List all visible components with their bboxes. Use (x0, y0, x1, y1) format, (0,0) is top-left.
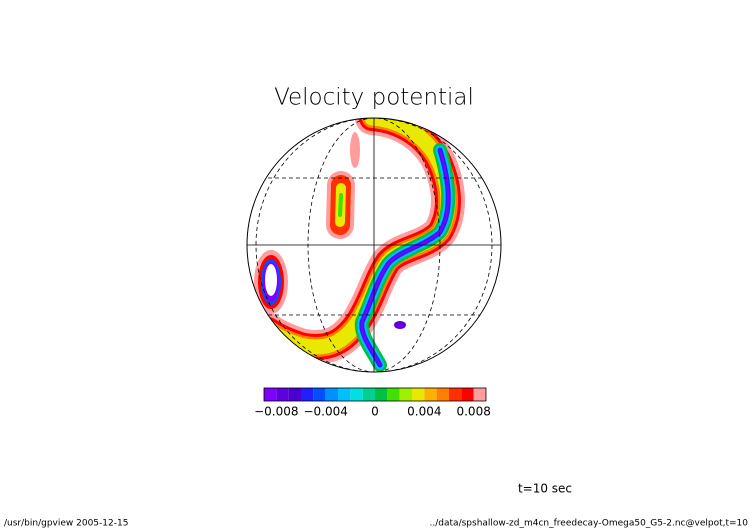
colorbar-cell (387, 388, 400, 401)
contour-band (360, 149, 450, 366)
colorbar-tick-label: −0.004 (303, 405, 347, 419)
colorbar-cell (412, 388, 425, 401)
colorbar-cell (350, 388, 363, 401)
footer-right: ../data/spshallow-zd_m4cn_freedecay-Omeg… (430, 519, 749, 529)
footer-left: /usr/bin/gpview 2005-12-15 (4, 519, 128, 529)
colorbar-cell (313, 388, 326, 401)
chart-title: Velocity potential (274, 85, 474, 111)
colorbar-cell (276, 388, 289, 401)
colorbar-cell (473, 388, 486, 401)
contour-band (265, 264, 277, 296)
colorbar-cell (362, 388, 375, 401)
colorbar-cell (288, 388, 301, 401)
colorbar-cell (375, 388, 388, 401)
colorbar-frame (263, 387, 487, 402)
globe-grid (246, 117, 502, 373)
contour-field (251, 118, 465, 372)
colorbar-cell (449, 388, 462, 401)
colorbar-cell (399, 388, 412, 401)
contour-band (338, 193, 343, 217)
colorbar-tick-label: −0.008 (254, 405, 298, 419)
colorbar-tick-label: 0.004 (407, 405, 441, 419)
colorbar-tick-label: 0.008 (456, 405, 490, 419)
colorbar-cell (461, 388, 474, 401)
colorbar-cell (325, 388, 338, 401)
annotation: t=10 sec (518, 482, 572, 496)
colorbar-cell (301, 388, 314, 401)
colorbar-cell (338, 388, 351, 401)
colorbar-cell (424, 388, 437, 401)
contour-band (350, 132, 360, 168)
colorbar-tick-label: 0 (371, 405, 379, 419)
colorbar-cell (436, 388, 449, 401)
colorbar-cell (264, 388, 277, 401)
contour-band (394, 321, 406, 329)
